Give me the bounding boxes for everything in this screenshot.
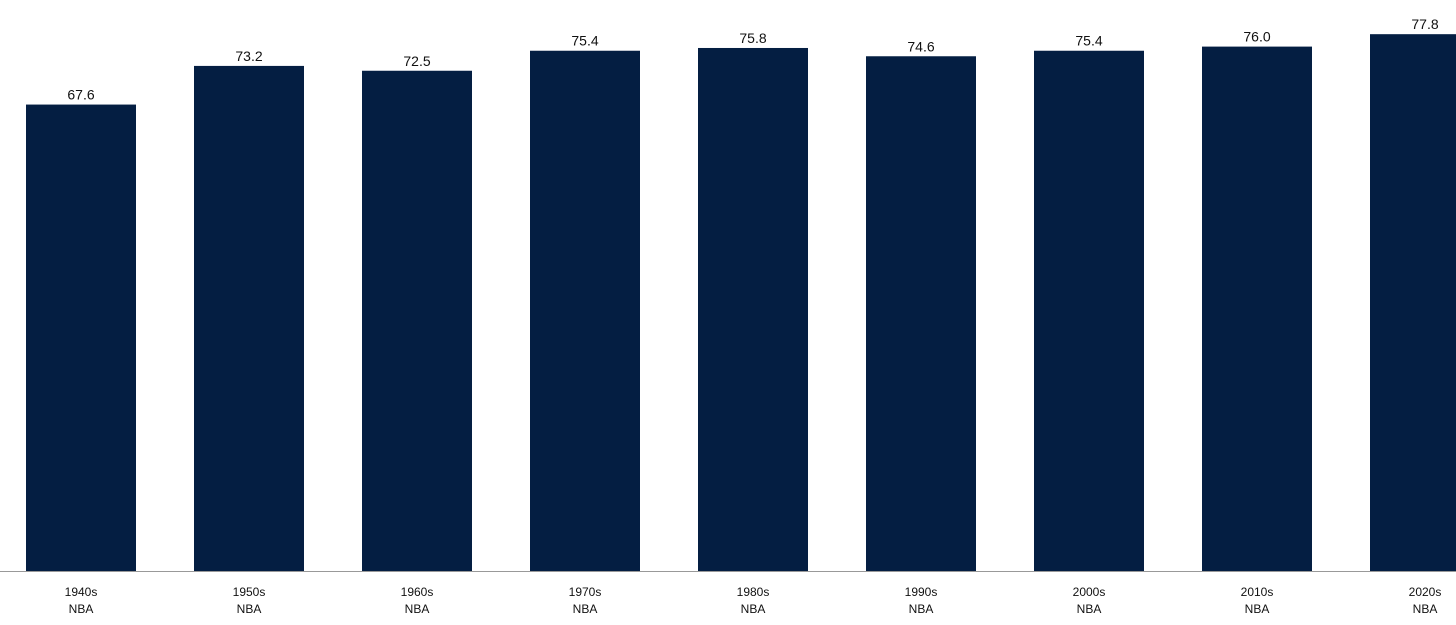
x-tick-decade: 1960s [401, 585, 434, 599]
x-tick-league: NBA [909, 602, 934, 616]
x-tick-decade: 2010s [1241, 585, 1274, 599]
x-tick-decade: 2000s [1073, 585, 1106, 599]
bar-value-label: 67.6 [67, 87, 94, 103]
x-tick-label: 1970s NBA [569, 585, 602, 616]
bar-value-label: 76.0 [1243, 29, 1270, 45]
x-tick-league: NBA [573, 602, 598, 616]
x-tick-label: 2020s NBA [1409, 585, 1442, 616]
x-tick-league: NBA [405, 602, 430, 616]
bar-1970s [530, 50, 640, 572]
x-tick-decade: 1980s [737, 585, 770, 599]
x-tick-decade: 1940s [65, 585, 98, 599]
bar-value-label: 73.2 [235, 48, 262, 64]
x-tick-label: 1940s NBA [65, 585, 98, 616]
x-tick-label: 1980s NBA [737, 585, 770, 616]
x-tick-decade: 1970s [569, 585, 602, 599]
value-labels-group: 67.6 73.2 72.5 75.4 75.8 74.6 75.4 76.0 77.8 [67, 16, 1438, 102]
bar-value-label: 74.6 [907, 38, 934, 54]
x-tick-label: 1950s NBA [233, 585, 266, 616]
bar-2010s [1202, 46, 1312, 572]
bar-2000s [1034, 50, 1144, 572]
x-tick-label: 1960s NBA [401, 585, 434, 616]
x-tick-labels-group: 1940s NBA 1950s NBA 1960s NBA 1970s NBA 1980s NBA… [65, 585, 1442, 616]
x-tick-league: NBA [237, 602, 262, 616]
bar-1990s [866, 56, 976, 571]
bar-value-label: 72.5 [403, 53, 430, 69]
bars-group [26, 34, 1456, 572]
bar-1980s [698, 47, 808, 572]
x-tick-league: NBA [1413, 602, 1438, 616]
x-tick-league: NBA [1077, 602, 1102, 616]
bar-value-label: 75.8 [739, 30, 766, 46]
x-tick-league: NBA [1245, 602, 1270, 616]
bar-1960s [362, 70, 472, 571]
x-tick-decade: 1990s [905, 585, 938, 599]
bar-2020s [1370, 34, 1456, 572]
x-tick-label: 2000s NBA [1073, 585, 1106, 616]
x-tick-league: NBA [69, 602, 94, 616]
bar-value-label: 77.8 [1411, 16, 1438, 32]
x-tick-label: 1990s NBA [905, 585, 938, 616]
bar-1940s [26, 104, 136, 571]
bar-1950s [194, 65, 304, 572]
bar-value-label: 75.4 [1075, 33, 1102, 49]
x-tick-decade: 1950s [233, 585, 266, 599]
x-tick-label: 2010s NBA [1241, 585, 1274, 616]
x-tick-decade: 2020s [1409, 585, 1442, 599]
bar-value-label: 75.4 [571, 33, 598, 49]
x-tick-league: NBA [741, 602, 766, 616]
